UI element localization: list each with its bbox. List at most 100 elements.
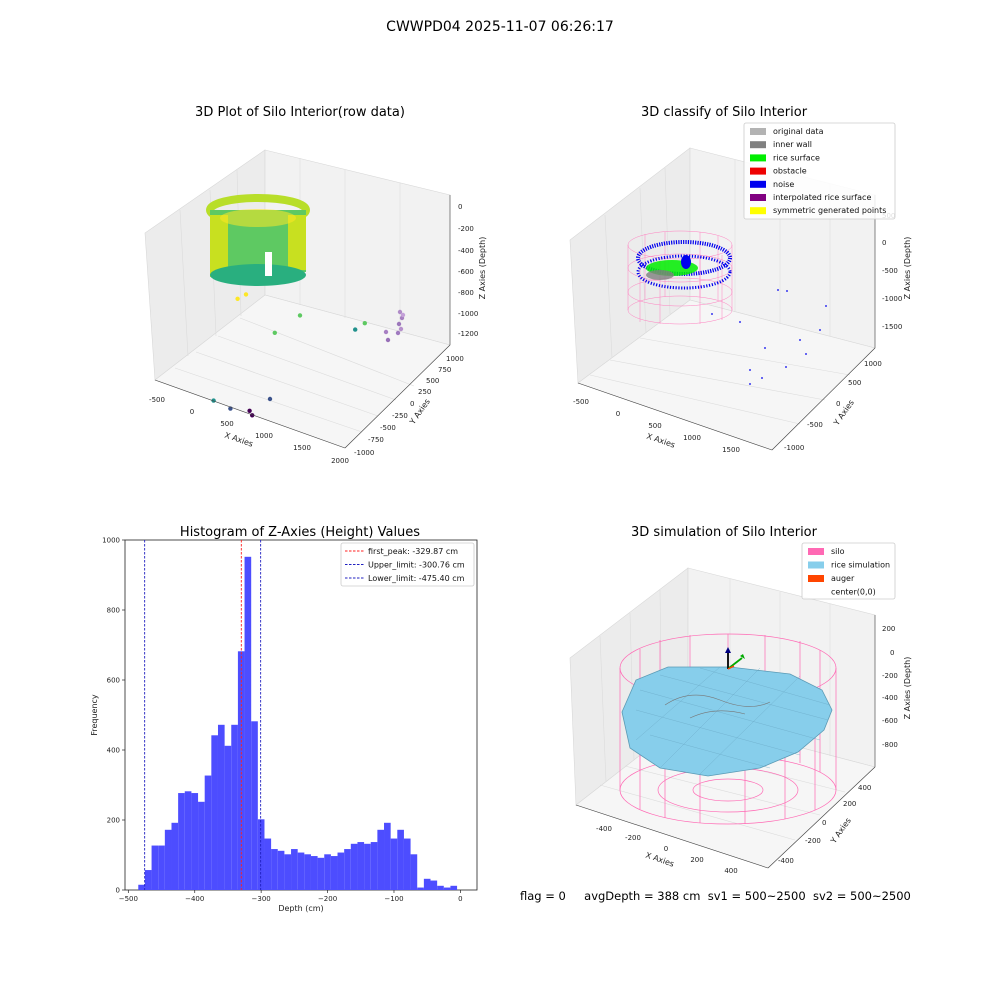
raw-xtick: 500 [220, 420, 233, 428]
hist-xtick: 0 [458, 895, 462, 903]
figure-suptitle: CWWPD04 2025-11-07 06:26:17 [386, 19, 614, 35]
avg-depth-text: avgDepth = 388 cm [584, 889, 701, 903]
sim-xlabel: X Axies [644, 851, 675, 869]
legend-label: symmetric generated points [773, 206, 886, 215]
hist-bar [244, 556, 252, 890]
hist-ytick: 600 [107, 677, 120, 685]
legend-swatch [808, 561, 824, 569]
raw-ytick: -250 [392, 412, 408, 420]
hist-legend-label: first_peak: -329.87 cm [368, 547, 458, 556]
hist-bar [277, 850, 285, 890]
hist-bar [178, 793, 185, 890]
sim-xtick: -400 [596, 825, 612, 833]
hist-bar [251, 721, 258, 890]
hist-ytick: 800 [107, 607, 120, 615]
sim-z-ticks: 200 0 -200 -400 -600 -800 [882, 625, 898, 749]
hist-bar [377, 829, 385, 890]
hist-xtick: −500 [119, 895, 138, 903]
classify-zlabel: Z Axies (Depth) [903, 237, 912, 300]
classify-noise-point [749, 383, 751, 385]
classify-ztick: 0 [882, 239, 886, 247]
sim-ztick: -800 [882, 741, 898, 749]
classify-ztick: -1500 [882, 323, 902, 331]
hist-bar [158, 845, 165, 890]
raw-scatter-point [247, 408, 252, 413]
sim-x-ticks: -400 -200 0 200 400 [596, 825, 738, 875]
flag-text: flag = 0 [520, 889, 566, 903]
panel-classify-3d: 3D classify of Silo Interior [569, 105, 912, 454]
hist-bar [417, 887, 424, 890]
raw-silo-wall-left [210, 215, 228, 277]
hist-bar [198, 801, 205, 890]
hist-bar [217, 724, 225, 890]
legend-swatch [808, 575, 824, 582]
classify-ytick: 0 [836, 400, 840, 408]
sim-legend-box [801, 542, 896, 600]
legend-label: obstacle [773, 167, 807, 176]
sim-ytick: 0 [822, 819, 826, 827]
classify-y-ticks: -1000 -500 0 500 1000 [784, 360, 882, 452]
raw-scatter-points [211, 292, 367, 418]
sim-ytick: 200 [843, 800, 856, 808]
status-footer: flag = 0 avgDepth = 388 cm sv1 = 500~250… [520, 889, 911, 903]
raw-x-ticks: -500 0 500 1000 1500 2000 [149, 396, 349, 465]
raw-xtick: 0 [190, 408, 194, 416]
legend-label: original data [773, 127, 824, 136]
hist-bar [390, 838, 398, 890]
hist-bar [184, 791, 192, 890]
hist-bar [370, 842, 378, 890]
legend-swatch [750, 194, 766, 201]
hist-bar [297, 852, 305, 890]
hist-bar [357, 842, 365, 890]
legend-swatch [750, 167, 766, 175]
legend-label: noise [773, 180, 794, 189]
classify-silo-wireframe [627, 230, 733, 325]
hist-bar [224, 745, 232, 890]
classify-noise-point [777, 289, 779, 291]
sim-y-ticks: -400 -200 0 200 400 [778, 784, 871, 865]
classify-noise-point [711, 313, 713, 315]
raw-scatter-point [297, 313, 303, 318]
hist-bar [317, 857, 325, 890]
raw-xtick: 1000 [255, 432, 273, 440]
raw-purple-cluster [383, 309, 406, 343]
hist-bar [138, 884, 145, 890]
raw-gridline [179, 209, 189, 357]
legend-label: rice surface [773, 153, 820, 162]
classify-legend-box [743, 122, 896, 220]
sim-xtick: 400 [724, 867, 737, 875]
raw-silo-bottom [210, 264, 306, 286]
hist-bar [397, 829, 404, 890]
hist-xlabel: Depth (cm) [278, 904, 323, 913]
hist-bar [231, 724, 238, 890]
legend-label: auger [831, 574, 855, 583]
hist-bar [191, 793, 199, 890]
legend-swatch [750, 154, 766, 162]
classify-rice-surface [646, 255, 698, 280]
hist-bar [164, 829, 172, 890]
hist-ytick: 1000 [102, 537, 120, 545]
hist-bar [144, 870, 152, 890]
raw-scatter-point [235, 296, 240, 301]
raw-ytick: 500 [426, 377, 439, 385]
raw-ytick: 250 [418, 388, 431, 396]
sim-ztick: -600 [882, 717, 898, 725]
raw-gridline [239, 317, 415, 387]
classify-xtick: 500 [648, 422, 661, 430]
classify-xtick: 1500 [722, 446, 740, 454]
sim-ztick: -200 [882, 672, 898, 680]
hist-bar [324, 854, 331, 890]
raw-z-ticks: 0 -200 -400 -600 -800 -1000 -1200 [458, 203, 478, 338]
classify-noise-point [786, 290, 788, 292]
hist-legend-label: Upper_limit: -300.76 cm [368, 561, 465, 570]
hist-bar [403, 838, 411, 890]
hist-bar [450, 885, 458, 890]
legend-label: silo [831, 547, 845, 556]
raw-ytick: -750 [368, 436, 384, 444]
raw-ztick: -1000 [458, 310, 478, 318]
sim-ytick: -200 [805, 837, 821, 845]
raw-silo-gap [265, 252, 272, 276]
hist-ytick: 400 [107, 747, 120, 755]
raw-scatter-point [211, 398, 216, 403]
hist-bars [138, 556, 458, 890]
